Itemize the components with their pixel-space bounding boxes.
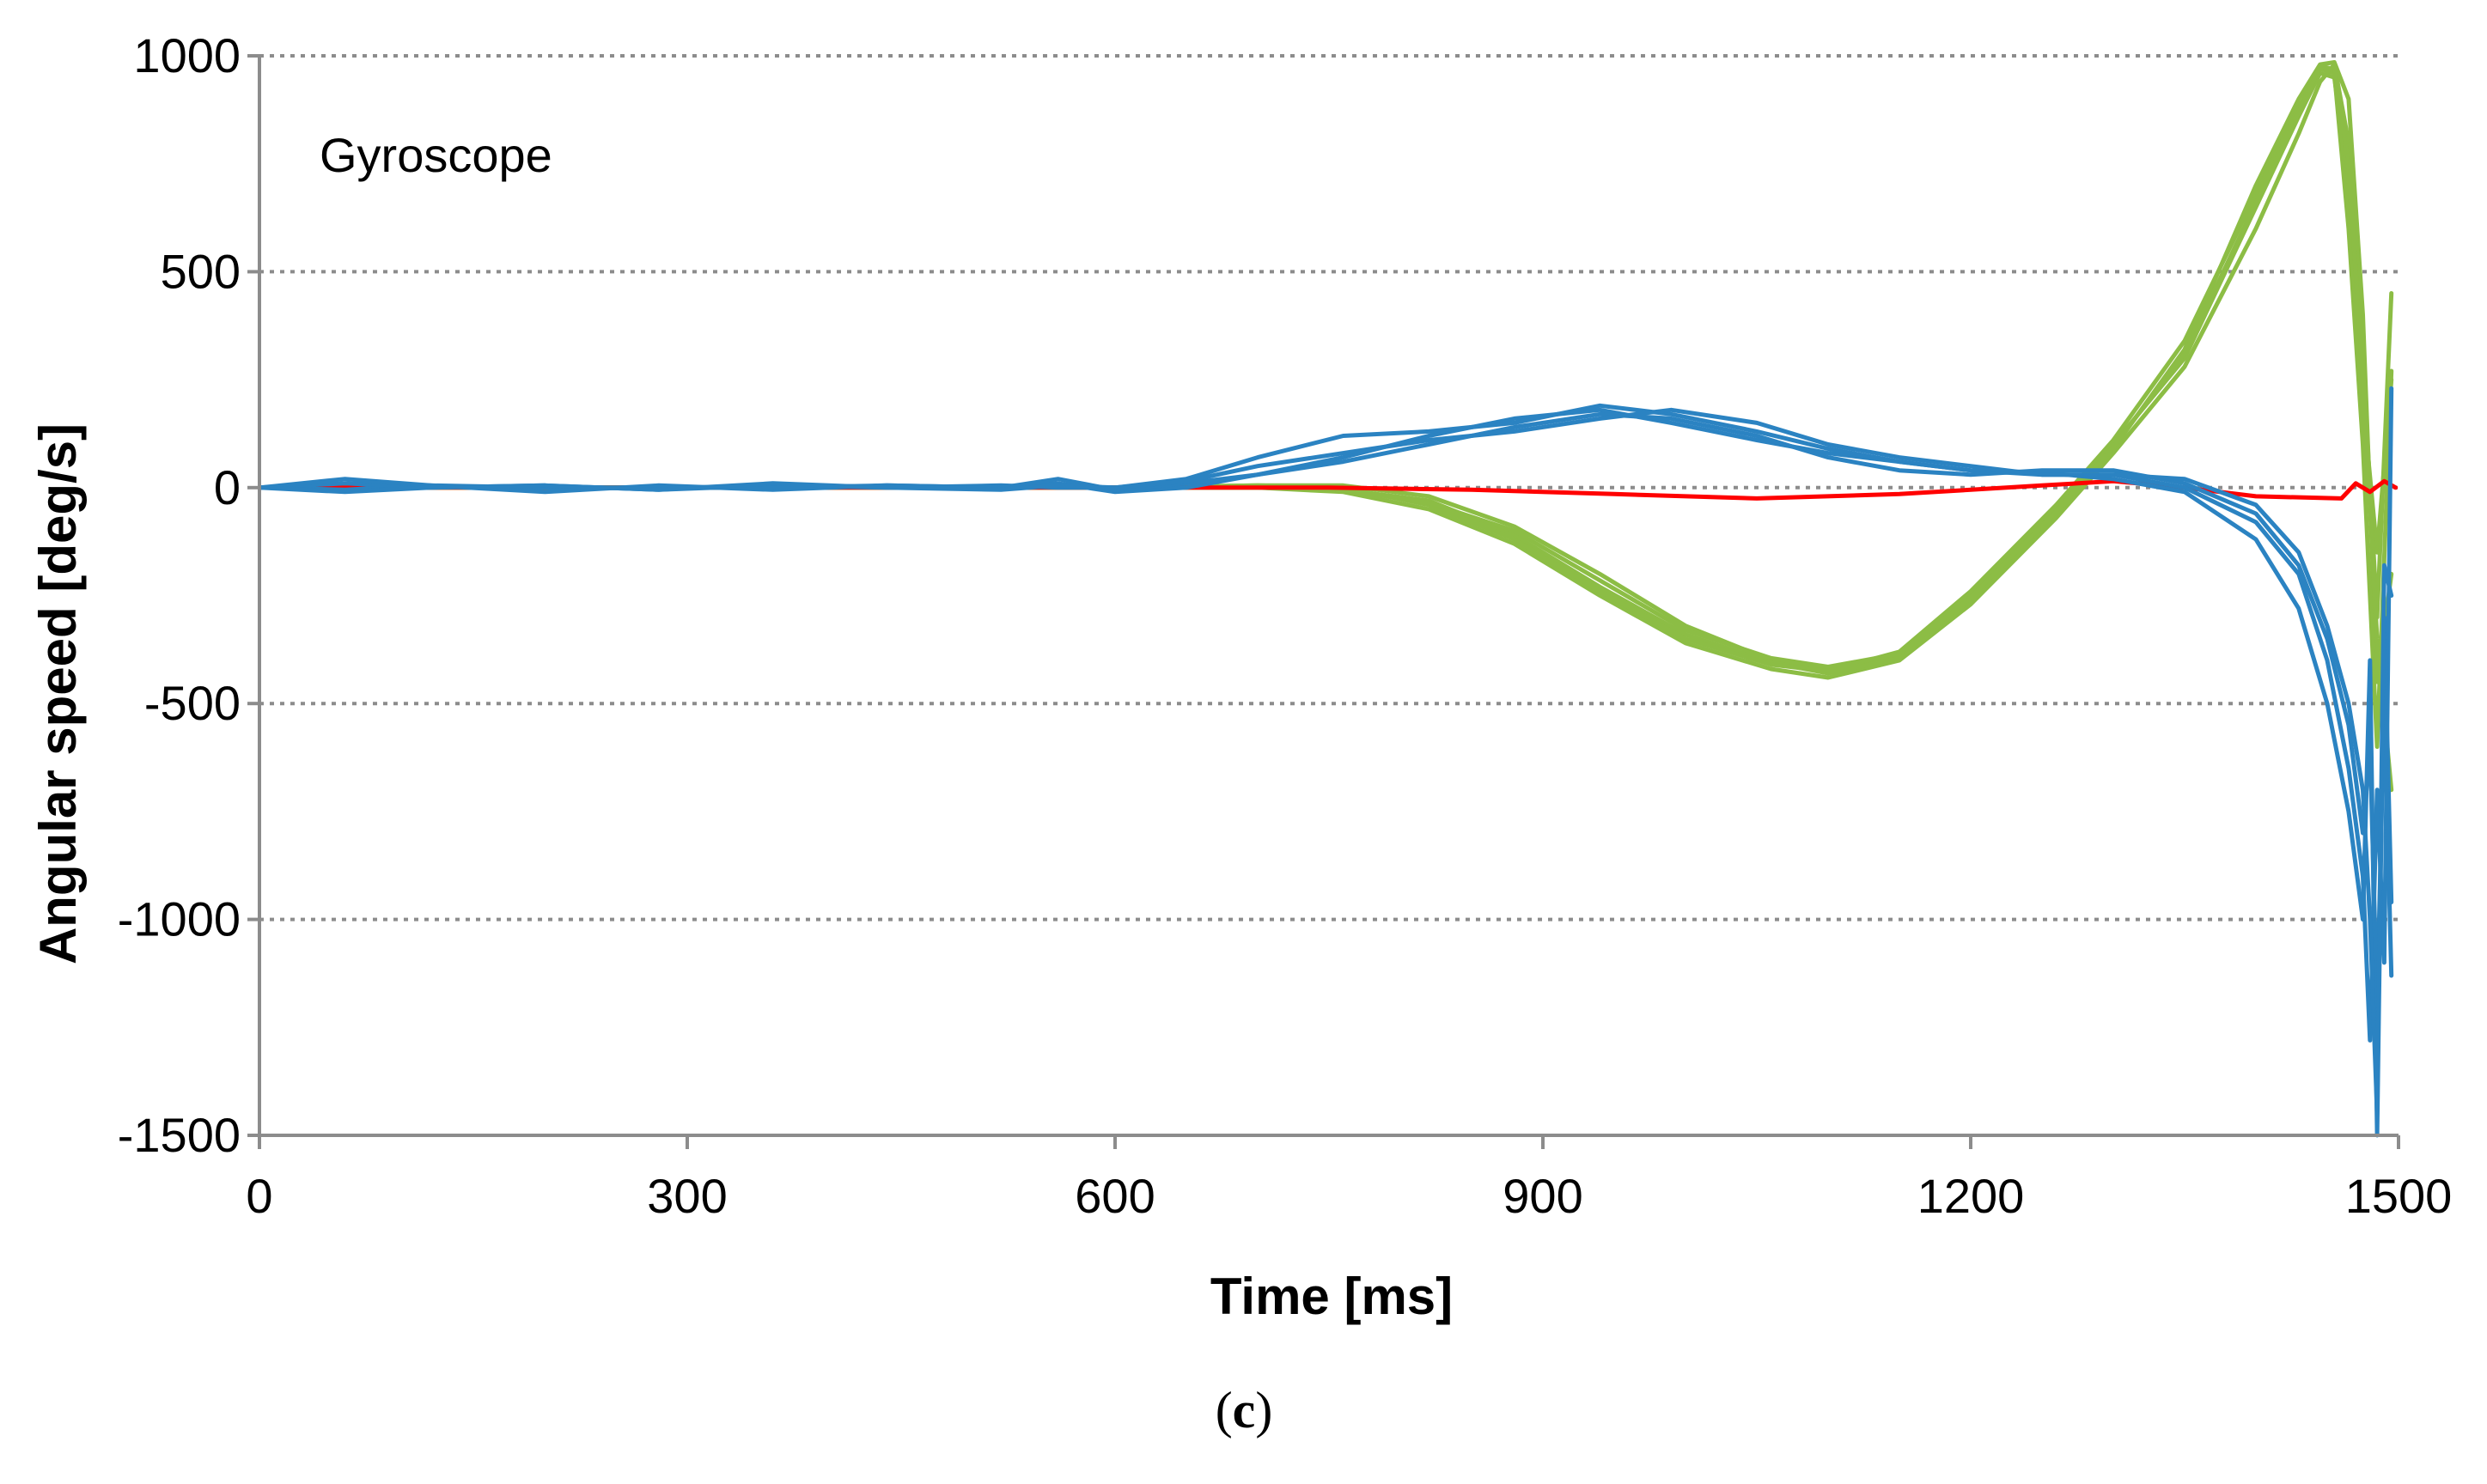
x-tick-label: 300 — [647, 1169, 727, 1223]
series-line-blue-4 — [257, 407, 2394, 1116]
y-tick-label: -1000 — [118, 892, 241, 946]
series-line-green-2 — [257, 62, 2394, 680]
axis-layer — [247, 54, 2400, 1149]
series-line-green-4 — [257, 66, 2394, 749]
annotation-label: Gyroscope — [320, 128, 552, 182]
y-tick-label: -1500 — [118, 1108, 241, 1162]
figure-caption: (c) — [1216, 1382, 1273, 1438]
y-tick-label: 0 — [214, 460, 241, 514]
series-line-red — [257, 478, 2399, 501]
series-line-green-5 — [257, 64, 2394, 793]
series-line-green-1 — [257, 70, 2394, 672]
caption-close-paren: ) — [1255, 1382, 1272, 1438]
x-tick-label: 0 — [246, 1169, 272, 1223]
x-tick-label: 900 — [1503, 1169, 1582, 1223]
series-layer — [257, 60, 2399, 1138]
y-tick-label: 1000 — [133, 28, 241, 82]
series-line-blue-2 — [257, 403, 2394, 1138]
x-tick-label: 1500 — [2345, 1169, 2453, 1223]
series-line-green-3 — [257, 60, 2394, 684]
y-tick-label: 500 — [161, 244, 241, 298]
label-layer: -1500 -1000 -500 0 500 1000 0 300 600 900 1200 1500 — [118, 28, 2453, 1223]
caption-open-paren: ( — [1216, 1382, 1233, 1438]
y-tick-label: -500 — [144, 676, 241, 730]
x-axis-title: Time [ms] — [1210, 1268, 1453, 1325]
x-tick-label: 600 — [1075, 1169, 1155, 1223]
caption-letter: c — [1233, 1382, 1256, 1438]
y-axis-title: Angular speed [deg/s] — [29, 423, 87, 964]
x-tick-label: 1200 — [1917, 1169, 2025, 1223]
